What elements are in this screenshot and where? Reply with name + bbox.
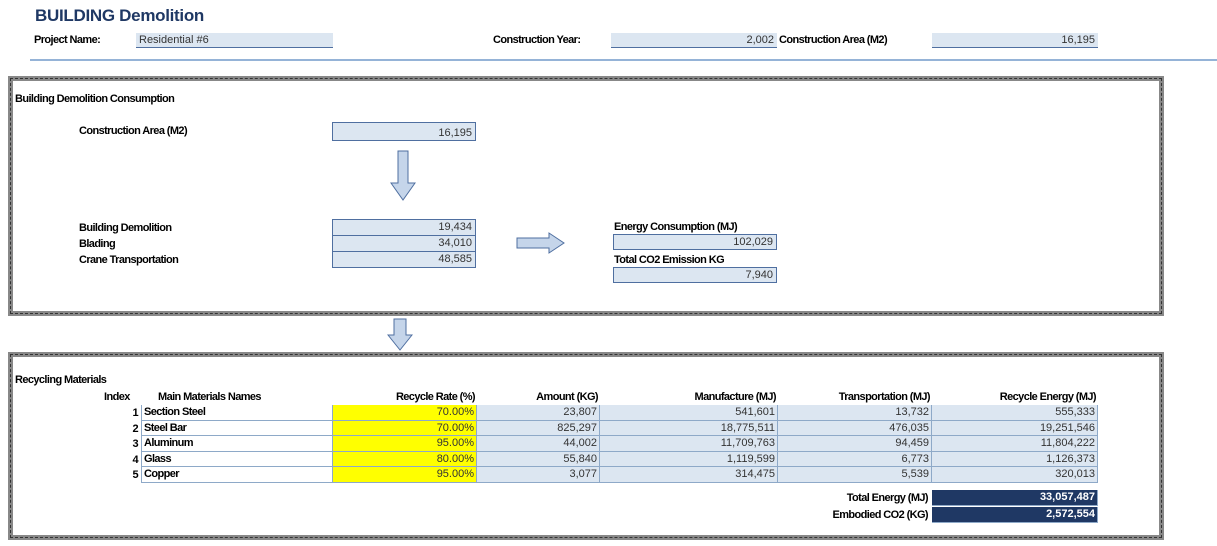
label: Total CO2 Emission KG [614, 254, 725, 266]
cell: 1,119,599 [600, 451, 778, 467]
label: Construction Year: [493, 34, 581, 46]
cell: Glass [141, 451, 333, 467]
label: Building Demolition [79, 222, 172, 234]
field: 48,585 [332, 251, 476, 268]
cell: 95.00% [333, 467, 477, 483]
cell: Steel Bar [141, 420, 333, 436]
total-value: 2,572,554 [932, 507, 1098, 523]
arrow-right [516, 232, 565, 254]
field: Residential #6 [136, 33, 333, 48]
row-index: 5 [132, 469, 138, 481]
cell: 6,773 [778, 451, 932, 467]
cell: Copper [141, 467, 333, 483]
total-label: Embodied CO2 (KG) [832, 509, 928, 521]
column-header: Recycle Energy (MJ) [999, 391, 1097, 403]
row-index: 2 [132, 422, 138, 435]
column-header: Index [104, 391, 130, 403]
cell: 825,297 [477, 420, 600, 436]
column-header: Transportation (MJ) [838, 391, 931, 403]
cell: 55,840 [477, 451, 600, 467]
section-title: Recycling Materials [15, 374, 107, 386]
cell: 476,035 [778, 420, 932, 436]
column-header: Recycle Rate (%) [395, 391, 476, 403]
column-header: Amount (KG) [536, 391, 598, 403]
label: Construction Area (M2) [79, 125, 188, 137]
cell: 1,126,373 [932, 451, 1098, 467]
cell: Section Steel [141, 405, 333, 421]
field: 2,002 [611, 33, 777, 48]
cell: 11,709,763 [600, 436, 778, 452]
field: 34,010 [332, 235, 476, 252]
field: 16,195 [932, 33, 1098, 48]
row-index: 1 [132, 407, 138, 419]
cell: Aluminum [141, 436, 333, 452]
total-label: Total Energy (MJ) [846, 492, 929, 504]
title: BUILDING Demolition [35, 6, 205, 25]
cell: 555,333 [932, 405, 1098, 421]
cell: 19,251,546 [932, 420, 1098, 436]
column-header: Manufacture (MJ) [694, 391, 777, 403]
section-frame [8, 76, 1164, 316]
row-index: 4 [132, 453, 138, 466]
cell: 23,807 [477, 405, 600, 421]
label: Construction Area (M2) [779, 34, 888, 46]
label: Project Name: [34, 34, 101, 46]
cell: 5,539 [778, 467, 932, 483]
label: Crane Transportation [79, 254, 179, 266]
cell: 3,077 [477, 467, 600, 483]
total-value: 33,057,487 [932, 490, 1098, 506]
cell: 70.00% [333, 420, 477, 436]
arrow-down [390, 150, 416, 201]
cell: 70.00% [333, 405, 477, 421]
cell: 80.00% [333, 451, 477, 467]
section-frame [8, 352, 1164, 540]
cell: 18,775,511 [600, 420, 778, 436]
cell: 13,732 [778, 405, 932, 421]
label: Blading [79, 238, 116, 250]
cell: 11,804,222 [932, 436, 1098, 452]
field: 19,434 [332, 219, 476, 236]
field: 16,195 [332, 122, 476, 141]
section-title: Building Demolition Consumption [15, 93, 175, 105]
column-header: Main Materials Names [158, 391, 262, 403]
cell: 95.00% [333, 436, 477, 452]
divider [30, 59, 1217, 61]
label: Energy Consumption (MJ) [614, 221, 738, 233]
arrow-down [387, 318, 413, 351]
cell: 541,601 [600, 405, 778, 421]
cell: 314,475 [600, 467, 778, 483]
row-index: 3 [132, 438, 138, 450]
cell: 320,013 [932, 467, 1098, 483]
field: 102,029 [613, 234, 777, 250]
cell: 94,459 [778, 436, 932, 452]
field: 7,940 [613, 267, 777, 283]
cell: 44,002 [477, 436, 600, 452]
